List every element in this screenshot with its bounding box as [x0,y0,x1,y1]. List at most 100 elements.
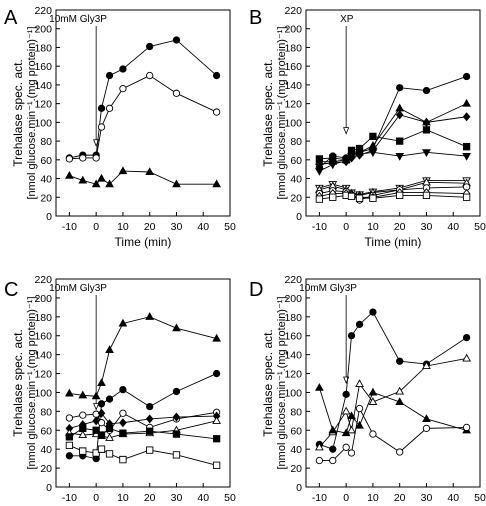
y-tick-label: 140 [34,350,52,362]
data-point [328,425,338,434]
data-point [78,430,88,439]
x-axis-label: Time (min) [365,235,422,249]
y-tick-label: 220 [284,5,302,17]
y-tick-label: 0 [296,482,302,494]
data-point [65,414,74,422]
data-point [79,411,87,419]
data-point [212,416,221,424]
data-point [328,161,338,170]
data-point [105,450,114,458]
data-point [347,425,356,434]
data-point [347,153,356,161]
y-tick-label: 80 [290,406,302,418]
y-tick-label: 120 [34,369,52,381]
y-tick-label: 140 [284,80,302,92]
series-line [319,194,467,200]
data-point [422,424,431,433]
data-point [329,193,337,201]
y-tick-label: 140 [284,350,302,362]
data-point [92,449,100,457]
y-tick-label: 120 [284,369,302,381]
annotation-arrow-head [343,127,350,135]
data-point [462,72,471,81]
data-point [97,173,106,182]
y-tick-label: 160 [34,331,52,343]
data-point [97,400,106,408]
data-point [341,157,351,166]
panel-letter-d: D [249,279,263,301]
y-tick-label: 220 [34,5,52,17]
data-point [347,449,356,457]
data-point [368,397,378,405]
series-line [69,316,217,397]
data-point [91,391,101,400]
y-tick-label: 120 [284,99,302,111]
treatment-annotation: 10mM Gly3P [49,14,107,25]
x-tick-label: 10 [367,221,379,233]
panel-c: C 0 20 40 60 80 100 120 140 160 180 200 220 -10 0 10 20… [4,274,236,504]
data-point [212,333,221,342]
y-axis-label-units: [nmol glucose.min⁻¹.(mg protein)⁻¹] [26,27,38,200]
data-point [119,418,127,428]
y-axis-label: Trehalase spec. act. [261,59,275,167]
y-tick-label: 200 [34,24,52,36]
data-point [462,423,471,432]
series-line [69,39,217,159]
data-point [145,312,155,320]
y-tick-label: 160 [284,61,302,73]
x-tick-label: -10 [62,221,77,233]
y-axis-label: Trehalase spec. act. [261,329,275,437]
y-tick-label: 100 [284,387,302,399]
data-point [119,385,127,394]
y-tick-label: 220 [284,274,302,286]
y-tick-label: 160 [34,61,52,73]
y-tick-label: 40 [40,444,52,456]
data-point [118,318,128,327]
x-tick-label: 50 [224,492,236,504]
y-tick-label: 40 [290,444,302,456]
data-point [146,71,154,80]
x-tick-label: 30 [171,221,183,233]
data-point [146,42,154,51]
data-point [146,402,154,411]
data-point [105,104,114,112]
data-point [145,167,155,176]
series-line [319,103,467,163]
data-point [396,137,404,145]
data-point [172,451,181,459]
x-tick-label: 20 [394,221,406,233]
series-line [69,444,217,466]
panel-letter-b: B [249,7,262,29]
y-tick-label: 60 [40,155,52,167]
y-axis-label: Trehalase spec. act. [11,329,25,437]
data-point [369,132,377,141]
data-point [119,409,127,417]
x-tick-label: 20 [144,492,156,504]
data-point [355,320,364,329]
data-point [396,357,404,365]
plot-frame [305,278,481,488]
data-point [212,108,221,116]
treatment-annotation: XP [340,14,354,25]
data-point [315,456,324,465]
y-tick-label: 100 [284,117,302,129]
series-line [69,411,217,431]
data-point [97,104,106,112]
data-point [212,179,221,188]
x-tick-label: 10 [367,492,379,504]
plot-frame [55,278,231,488]
y-tick-label: 60 [290,425,302,437]
data-point [315,442,324,451]
data-point [315,383,324,391]
panel-a: A 0 20 40 60 80 100 120 140 160 180 200 220 -10 0 10 20… [4,5,236,249]
x-tick-label: 30 [171,492,183,504]
data-point [105,345,114,353]
data-point [369,308,377,316]
data-point [78,390,88,399]
data-point [315,168,324,176]
y-tick-label: 20 [290,192,302,204]
y-tick-label: 60 [290,155,302,167]
data-point [422,86,431,95]
x-tick-label: 40 [197,492,209,504]
